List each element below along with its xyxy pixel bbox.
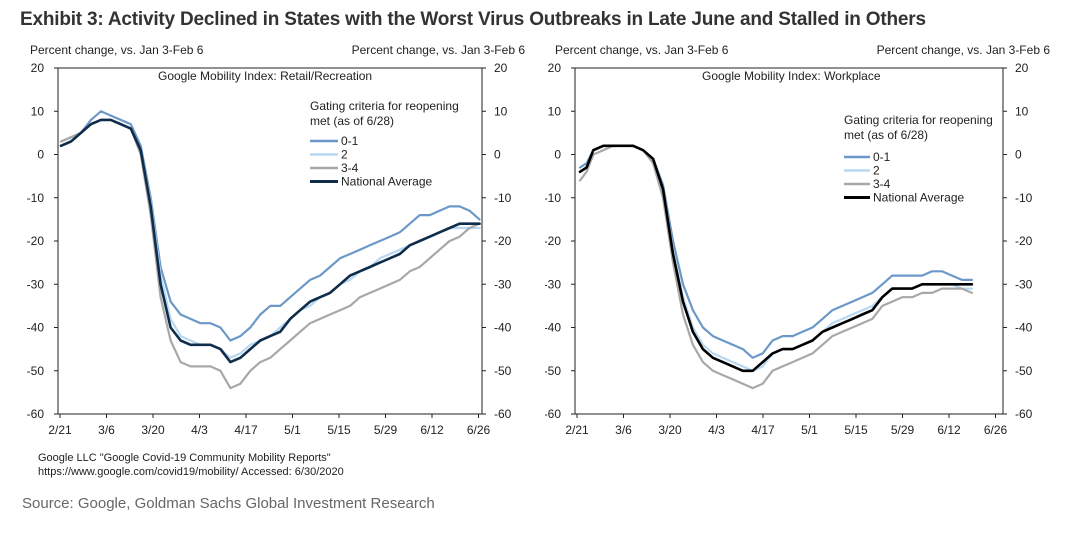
y-tick-label-right: -40 [1015, 321, 1033, 335]
y-tick-label-right: -30 [1015, 277, 1033, 291]
series-line-g34 [59, 118, 481, 390]
series-line-g01 [578, 144, 973, 359]
legend-label-g01: 0-1 [341, 134, 359, 148]
y-tick-label-right: 10 [1015, 104, 1029, 118]
chart-title: Google Mobility Index: Retail/Recreation [158, 69, 372, 83]
chart-title: Google Mobility Index: Workplace [702, 69, 881, 83]
y-tick-label-left: -10 [545, 191, 561, 205]
x-tick-label: 5/29 [374, 423, 398, 437]
legend-label-g34: 3-4 [341, 161, 359, 175]
y-tick-label-right: 20 [1015, 61, 1029, 75]
legend-label-g2: 2 [873, 164, 880, 178]
legend-title-line-2: met (as of 6/28) [310, 114, 394, 128]
workplace-plot: Percent change, vs. Jan 3-Feb 6 Percent c… [545, 43, 1051, 437]
y-tick-label-right: 20 [494, 61, 508, 75]
series-line-g2 [578, 144, 973, 372]
chart-workplace: Percent change, vs. Jan 3-Feb 6 Percent c… [545, 40, 1065, 450]
y-tick-label-right: 0 [494, 148, 501, 162]
x-tick-label: 6/12 [420, 423, 444, 437]
notes-line-2: https://www.google.com/covid19/mobility/… [38, 466, 344, 478]
y-tick-label-right: -40 [494, 321, 512, 335]
x-tick-label: 5/29 [891, 423, 915, 437]
y-axis-note-left: Percent change, vs. Jan 3-Feb 6 [555, 43, 729, 57]
x-tick-label: 4/17 [234, 423, 258, 437]
y-tick-label-left: -20 [545, 234, 561, 248]
y-tick-label-left: 0 [37, 148, 44, 162]
series-line-g2 [59, 118, 481, 359]
y-tick-label-left: -50 [545, 364, 561, 378]
y-tick-label-right: -10 [494, 191, 512, 205]
series-line-g01 [59, 110, 481, 342]
y-tick-label-left: -60 [545, 407, 561, 421]
x-tick-label: 4/3 [708, 423, 725, 437]
legend-label-avg_right: National Average [873, 191, 965, 205]
series-line-avg_left [59, 118, 481, 364]
y-axis-note-right: Percent change, vs. Jan 3-Feb 6 [352, 43, 526, 57]
x-tick-label: 5/1 [284, 423, 301, 437]
x-tick-label: 3/6 [615, 423, 632, 437]
legend-label-g34: 3-4 [873, 177, 891, 191]
x-tick-label: 3/6 [98, 423, 115, 437]
x-tick-label: 4/3 [191, 423, 208, 437]
y-tick-label-right: -20 [494, 234, 512, 248]
x-tick-label: 2/21 [565, 423, 589, 437]
legend-title-line-1: Gating criteria for reopening [844, 113, 993, 127]
source-line: Source: Google, Goldman Sachs Global Inv… [22, 495, 435, 512]
y-tick-label-left: -30 [27, 277, 45, 291]
y-tick-label-right: 10 [494, 104, 508, 118]
legend-label-g2: 2 [341, 148, 348, 162]
y-tick-label-right: 0 [1015, 148, 1022, 162]
x-tick-label: 5/15 [844, 423, 868, 437]
y-tick-label-right: -50 [1015, 364, 1033, 378]
x-tick-label: 5/15 [327, 423, 351, 437]
y-tick-label-left: -50 [27, 364, 45, 378]
data-notes: Google LLC "Google Covid-19 Community Mo… [38, 451, 344, 479]
y-tick-label-left: 20 [548, 61, 562, 75]
series-line-avg_right [578, 144, 974, 373]
y-tick-label-left: 10 [548, 104, 562, 118]
y-tick-label-left: -30 [545, 277, 561, 291]
y-tick-label-right: -20 [1015, 234, 1033, 248]
exhibit-title: Exhibit 3: Activity Declined in States w… [20, 9, 926, 30]
legend-label-g01: 0-1 [873, 150, 891, 164]
y-tick-label-left: -40 [545, 321, 561, 335]
x-tick-label: 4/17 [751, 423, 775, 437]
y-tick-label-left: -60 [27, 407, 45, 421]
legend-label-avg_left: National Average [341, 175, 433, 189]
y-tick-label-right: -30 [494, 277, 512, 291]
x-tick-label: 5/1 [801, 423, 818, 437]
y-tick-label-left: 10 [31, 104, 45, 118]
y-tick-label-right: -50 [494, 364, 512, 378]
retail-recreation-plot: Percent change, vs. Jan 3-Feb 6 Percent c… [27, 43, 526, 437]
y-tick-label-left: 20 [31, 61, 45, 75]
y-tick-label-left: 0 [554, 148, 561, 162]
y-tick-label-right: -10 [1015, 191, 1033, 205]
y-axis-note-right: Percent change, vs. Jan 3-Feb 6 [877, 43, 1051, 57]
y-tick-label-left: -40 [27, 321, 45, 335]
x-tick-label: 3/20 [658, 423, 682, 437]
x-tick-label: 6/12 [937, 423, 961, 437]
x-tick-label: 2/21 [48, 423, 72, 437]
x-tick-label: 3/20 [141, 423, 165, 437]
y-axis-note-left: Percent change, vs. Jan 3-Feb 6 [30, 43, 204, 57]
notes-line-1: Google LLC "Google Covid-19 Community Mo… [38, 452, 331, 464]
legend-title-line-2: met (as of 6/28) [844, 128, 928, 142]
x-tick-label: 6/26 [467, 423, 491, 437]
y-tick-label-left: -20 [27, 234, 45, 248]
y-tick-label-right: -60 [494, 407, 512, 421]
y-tick-label-left: -10 [27, 191, 45, 205]
chart-retail-recreation: Percent change, vs. Jan 3-Feb 6 Percent c… [20, 40, 535, 450]
x-tick-label: 6/26 [984, 423, 1008, 437]
y-tick-label-right: -60 [1015, 407, 1033, 421]
legend-title-line-1: Gating criteria for reopening [310, 99, 459, 113]
